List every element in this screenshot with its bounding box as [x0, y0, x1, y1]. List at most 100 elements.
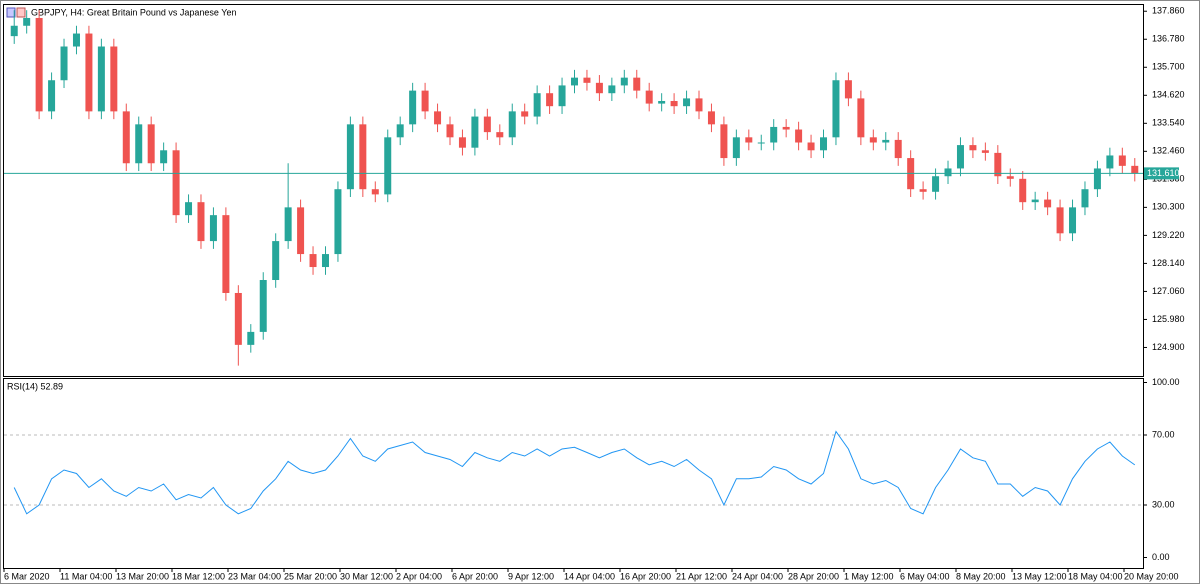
x-tick-label: 13 Mar 20:00	[116, 571, 169, 581]
y-tick-label: 132.460	[1152, 146, 1185, 156]
candle-body	[882, 139, 890, 143]
candle-body	[72, 33, 80, 47]
candle-body	[371, 189, 379, 195]
candle-body	[919, 189, 927, 192]
x-tick-label: 14 Apr 04:00	[564, 571, 615, 581]
x-tick-label: 24 Apr 04:00	[732, 571, 783, 581]
candle-body	[757, 142, 765, 144]
x-tick-label: 8 May 20:00	[956, 571, 1006, 581]
candle-body	[297, 207, 305, 255]
x-tick-label: 6 May 04:00	[900, 571, 950, 581]
candle-body	[272, 241, 280, 281]
x-tick-label: 11 Mar 04:00	[60, 571, 112, 581]
rsi-title: RSI(14) 52.89	[7, 381, 63, 391]
candle-body	[1031, 199, 1039, 203]
x-tick-label: 18 Mar 12:00	[172, 571, 225, 581]
candle-body	[197, 202, 205, 242]
candle-body	[185, 202, 193, 216]
candle-body	[683, 98, 691, 107]
candle-body	[23, 17, 31, 26]
candle-body	[147, 124, 155, 164]
candle-body	[732, 137, 740, 159]
candle-body	[670, 100, 678, 107]
candle-body	[60, 46, 68, 81]
candle-body	[259, 280, 267, 332]
candle-body	[434, 111, 442, 125]
candle-body	[1056, 207, 1064, 234]
candle-body	[546, 93, 554, 107]
candle-body	[160, 150, 168, 164]
candle-body	[396, 124, 404, 138]
candle-body	[658, 100, 666, 104]
candle-body	[932, 176, 940, 192]
candle-body	[346, 124, 354, 190]
x-tick-label: 18 May 04:00	[1068, 571, 1123, 581]
candle-body	[944, 168, 952, 177]
x-tick-label: 6 Mar 2020	[4, 571, 50, 581]
candle-body	[533, 93, 541, 117]
current-price-box	[1144, 167, 1179, 180]
candle-body	[122, 111, 130, 164]
candle-body	[135, 124, 143, 164]
y-tick-label: 134.620	[1152, 90, 1185, 100]
x-tick-label: 30 Mar 12:00	[340, 571, 393, 581]
candle-body	[981, 150, 989, 153]
candle-body	[994, 152, 1002, 177]
x-tick-label: 16 Apr 20:00	[620, 571, 671, 581]
candle-body	[1131, 165, 1139, 174]
candle-body	[633, 77, 641, 91]
rsi-panel	[3, 378, 1144, 569]
candle-body	[832, 80, 840, 138]
candle-body	[558, 85, 566, 107]
candle-body	[745, 137, 753, 143]
candle-body	[857, 98, 865, 138]
candle-body	[110, 46, 118, 112]
candle-body	[483, 116, 491, 133]
x-tick-label: 20 May 20:00	[1124, 571, 1179, 581]
x-tick-label: 9 Apr 12:00	[508, 571, 554, 581]
candle-body	[608, 85, 616, 94]
candle-body	[1093, 168, 1101, 190]
y-tick-label: 0.00	[1152, 552, 1170, 562]
y-tick-label: 130.300	[1152, 202, 1185, 212]
candle-body	[234, 292, 242, 345]
x-tick-label: 23 Mar 04:00	[228, 571, 281, 581]
candle-body	[85, 33, 93, 112]
price-panel	[3, 4, 1144, 377]
current-price-label: 131.610	[1147, 168, 1180, 178]
y-tick-label: 70.00	[1152, 429, 1175, 439]
candle-body	[247, 331, 255, 345]
y-tick-label: 128.140	[1152, 258, 1185, 268]
candle-body	[782, 126, 790, 130]
candle-body	[1081, 189, 1089, 208]
x-tick-label: 6 Apr 20:00	[452, 571, 498, 581]
candle-body	[1006, 176, 1014, 179]
x-tick-label: 28 Apr 20:00	[788, 571, 839, 581]
y-tick-label: 125.980	[1152, 314, 1185, 324]
y-tick-label: 136.780	[1152, 34, 1185, 44]
candle-body	[583, 77, 591, 83]
candle-body	[97, 46, 105, 112]
y-tick-label: 137.860	[1152, 6, 1185, 16]
candle-body	[209, 215, 217, 242]
candle-body	[421, 90, 429, 112]
candle-body	[409, 90, 417, 125]
y-tick-label: 135.700	[1152, 62, 1185, 72]
candle-body	[309, 254, 317, 268]
candle-body	[807, 142, 815, 151]
candle-body	[820, 137, 828, 151]
candle-body	[222, 215, 230, 293]
candle-body	[35, 17, 43, 112]
candle-body	[869, 137, 877, 143]
candle-body	[620, 77, 628, 86]
y-tick-label: 100.00	[1152, 377, 1180, 387]
candle-body	[1044, 199, 1052, 208]
candle-body	[770, 126, 778, 143]
candle-body	[1019, 178, 1027, 203]
candle-body	[1069, 207, 1077, 234]
symbol-icon	[6, 7, 26, 18]
y-tick-label: 124.900	[1152, 342, 1185, 352]
candle-body	[321, 254, 329, 268]
